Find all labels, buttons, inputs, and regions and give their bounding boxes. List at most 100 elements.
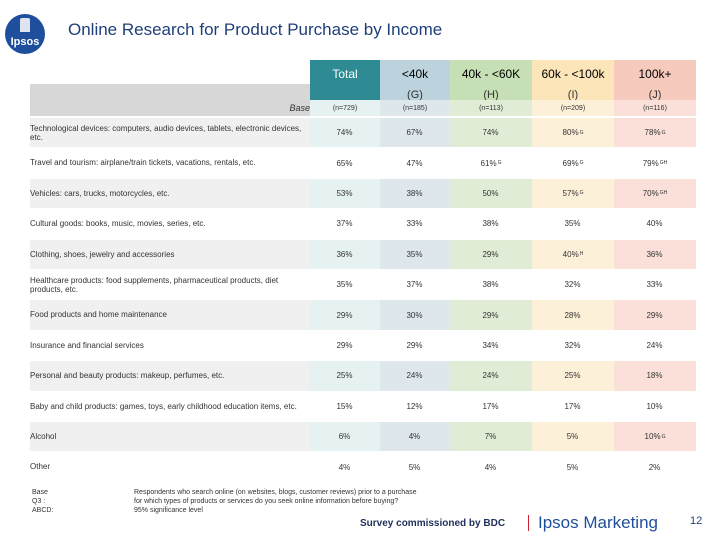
cell-value: 35% bbox=[564, 219, 581, 229]
significance-marker: H bbox=[579, 251, 584, 258]
footnote-texts: Respondents who search online (on websit… bbox=[134, 488, 416, 515]
cell-value: 35% bbox=[336, 280, 353, 290]
table-cell: 4% bbox=[450, 452, 532, 481]
cell-value: 37% bbox=[406, 280, 423, 290]
table-row: Healthcare products: food supplements, p… bbox=[30, 270, 696, 299]
table-cell: 4% bbox=[310, 452, 380, 481]
cell-value: 36% bbox=[646, 249, 663, 259]
base-value: (n=209) bbox=[532, 100, 614, 116]
table-cell: 34% bbox=[450, 331, 532, 360]
table-cell: 4% bbox=[380, 422, 450, 452]
table-cell: 10% G bbox=[614, 422, 696, 452]
table-cell: 38% bbox=[450, 270, 532, 299]
row-label: Personal and beauty products: makeup, pe… bbox=[30, 361, 310, 391]
table-cell: 29% bbox=[310, 300, 380, 330]
cell-value: 61% bbox=[480, 158, 497, 168]
cell-value: 37% bbox=[336, 219, 353, 229]
table-cell: 29% bbox=[310, 331, 380, 360]
table-row: Insurance and financial services 29% 29% 34… bbox=[30, 331, 696, 360]
table-cell: 15% bbox=[310, 392, 380, 421]
table-cell: 69% G bbox=[532, 148, 614, 177]
column-header-g: <40k (G) bbox=[380, 60, 450, 101]
footer-divider bbox=[528, 515, 529, 531]
row-label: Travel and tourism: airplane/train ticke… bbox=[30, 158, 256, 168]
cell-value: 2% bbox=[648, 462, 661, 472]
cell-value: 24% bbox=[482, 371, 499, 381]
row-label: Healthcare products: food supplements, p… bbox=[30, 275, 279, 294]
table-cell: 28% bbox=[532, 300, 614, 330]
table-cell: 33% bbox=[380, 209, 450, 238]
table-cell: 30% bbox=[380, 300, 450, 330]
table-cell: 79% GH bbox=[614, 148, 696, 177]
column-label: <40k bbox=[401, 67, 429, 81]
column-letter: (I) bbox=[567, 89, 579, 101]
cell-value: 79% bbox=[642, 158, 659, 168]
table-cell: 2% bbox=[614, 452, 696, 481]
row-label: Baby and child products: games, toys, ea… bbox=[30, 401, 297, 411]
ipsos-logo: Ipsos bbox=[5, 14, 45, 54]
cell-value: 5% bbox=[566, 432, 579, 442]
column-header-i: 60k - <100k (I) bbox=[532, 60, 614, 101]
cell-value: 34% bbox=[482, 340, 499, 350]
cell-value: 29% bbox=[646, 310, 663, 320]
footnote-text: 95% significance level bbox=[134, 507, 203, 514]
table-cell: 80% G bbox=[532, 118, 614, 148]
base-value: (n=185) bbox=[380, 100, 450, 116]
column-letter: (G) bbox=[407, 89, 423, 101]
cell-value: 33% bbox=[646, 280, 663, 290]
row-label: Cultural goods: books, music, movies, se… bbox=[30, 219, 206, 229]
table-cell: 61% G bbox=[450, 148, 532, 177]
cell-value: 32% bbox=[564, 280, 581, 290]
cell-value: 17% bbox=[564, 401, 581, 411]
column-label: Total bbox=[332, 67, 358, 81]
significance-marker: G bbox=[579, 160, 584, 167]
column-letter: (H) bbox=[483, 89, 499, 101]
cell-value: 29% bbox=[482, 310, 499, 320]
row-label: Other bbox=[30, 462, 51, 472]
table-cell: 29% bbox=[614, 300, 696, 330]
column-label: 60k - <100k bbox=[541, 67, 605, 81]
cell-value: 35% bbox=[406, 249, 423, 259]
cell-value: 74% bbox=[482, 128, 499, 138]
table-cell: 17% bbox=[450, 392, 532, 421]
significance-marker: G bbox=[661, 129, 666, 136]
table-row: Food products and home maintenance 29% 30%… bbox=[30, 300, 696, 330]
table-cell: 38% bbox=[450, 209, 532, 238]
table-cell: 6% bbox=[310, 422, 380, 452]
cell-value: 4% bbox=[338, 462, 351, 472]
significance-marker: G bbox=[661, 433, 666, 440]
cell-value: 4% bbox=[484, 462, 497, 472]
table-cell: 24% bbox=[380, 361, 450, 391]
cell-value: 24% bbox=[406, 371, 423, 381]
page-title: Online Research for Product Purchase by … bbox=[68, 20, 443, 39]
cell-value: 25% bbox=[336, 371, 353, 381]
table-cell: 74% bbox=[450, 118, 532, 148]
cell-value: 29% bbox=[482, 249, 499, 259]
cell-value: 29% bbox=[336, 310, 353, 320]
cell-value: 53% bbox=[336, 188, 353, 198]
cell-value: 5% bbox=[408, 462, 421, 472]
cell-value: 28% bbox=[564, 310, 581, 320]
table-row: Travel and tourism: airplane/train ticke… bbox=[30, 148, 696, 177]
cell-value: 40% bbox=[562, 249, 579, 259]
column-label: 100k+ bbox=[638, 67, 672, 81]
cell-value: 38% bbox=[482, 219, 499, 229]
footnote-text: Respondents who search online (on websit… bbox=[134, 489, 417, 496]
page-number: 12 bbox=[690, 515, 703, 527]
table-cell: 35% bbox=[532, 209, 614, 238]
table-cell: 78% G bbox=[614, 118, 696, 148]
table-cell: 38% bbox=[380, 178, 450, 209]
cell-value: 18% bbox=[646, 371, 663, 381]
table-cell: 67% bbox=[380, 118, 450, 148]
column-header-j: 100k+ (J) bbox=[614, 60, 696, 101]
cell-value: 5% bbox=[566, 462, 579, 472]
cell-value: 67% bbox=[406, 128, 423, 138]
cell-value: 15% bbox=[336, 401, 353, 411]
footnote-labels: Base Q3 : ABCD: bbox=[32, 488, 53, 515]
table-cell: 32% bbox=[532, 331, 614, 360]
cell-value: 7% bbox=[484, 432, 497, 442]
table-cell: 37% bbox=[310, 209, 380, 238]
table-cell: 25% bbox=[532, 361, 614, 391]
cell-value: 38% bbox=[406, 188, 423, 198]
table-cell: 25% bbox=[310, 361, 380, 391]
